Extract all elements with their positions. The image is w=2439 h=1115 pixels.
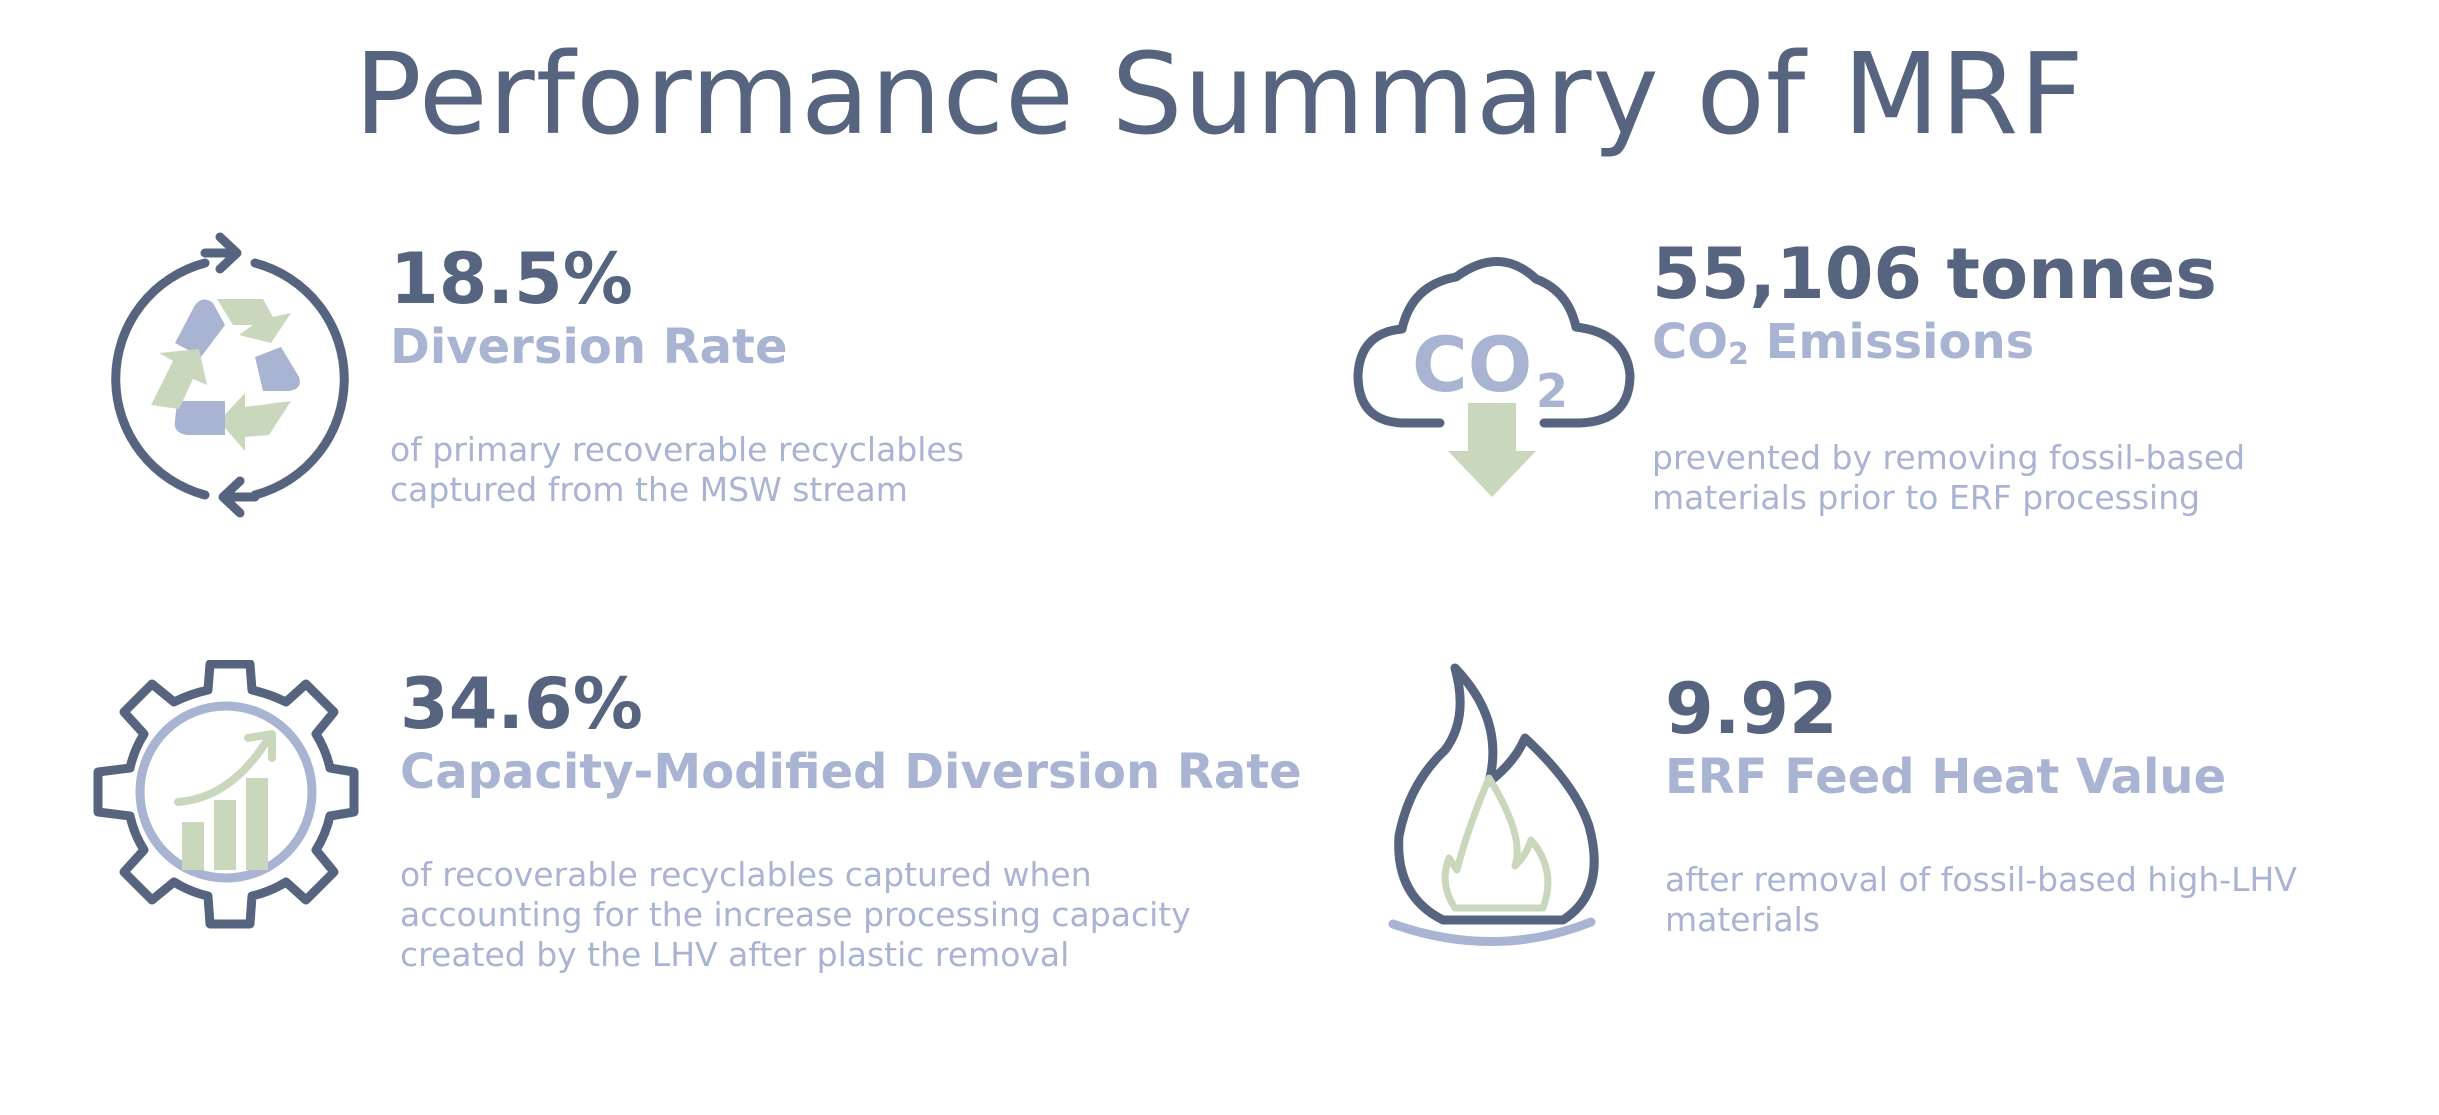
gear-growth-icon	[93, 660, 359, 929]
flame-icon	[1388, 663, 1599, 946]
co2-icon-text: CO	[1412, 320, 1532, 409]
co2-emissions-label: CO2 Emissions	[1652, 314, 2035, 372]
recycle-icon	[111, 232, 349, 518]
co2-cloud-icon: CO 2	[1353, 257, 1635, 497]
diversion-rate-label: Diversion Rate	[390, 319, 788, 375]
capacity-modified-description: of recoverable recyclables captured when…	[400, 855, 1191, 974]
erf-heat-value: 9.92	[1665, 668, 1838, 750]
diversion-rate-description: of primary recoverable recyclables captu…	[390, 430, 964, 509]
co2-emissions-description: prevented by removing fossil-based mater…	[1652, 438, 2246, 517]
erf-heat-description: after removal of fossil-based high-LHV m…	[1665, 860, 2297, 939]
co2-emissions-value: 55,106 tonnes	[1652, 233, 2217, 315]
page-title: Performance Summary of MRF	[354, 30, 2085, 160]
capacity-modified-label: Capacity-Modified Diversion Rate	[400, 744, 1302, 800]
capacity-modified-value: 34.6%	[400, 663, 643, 745]
erf-heat-label: ERF Feed Heat Value	[1665, 749, 2227, 805]
diversion-rate-value: 18.5%	[390, 238, 633, 320]
co2-icon-subscript: 2	[1536, 364, 1568, 418]
